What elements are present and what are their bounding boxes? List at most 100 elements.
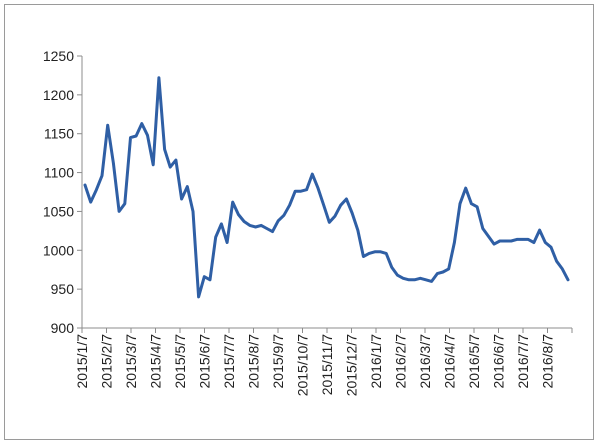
- x-tick-label: 2015/12/7: [344, 334, 360, 396]
- data-point: [345, 197, 348, 201]
- data-point: [163, 148, 166, 151]
- data-point: [492, 242, 496, 246]
- y-tick-label: 1000: [43, 242, 74, 258]
- data-point: [328, 221, 331, 224]
- data-point: [203, 275, 206, 278]
- data-point: [140, 122, 143, 125]
- data-point: [487, 235, 490, 238]
- x-tick-label: 2016/7/7: [515, 334, 531, 389]
- data-point: [544, 241, 547, 244]
- data-point: [504, 239, 507, 243]
- data-point: [208, 278, 212, 281]
- data-point: [402, 277, 405, 280]
- data-point: [436, 272, 439, 275]
- y-tick-label: 1250: [43, 48, 74, 64]
- x-tick-label: 2015/9/7: [270, 334, 286, 389]
- data-point: [260, 224, 263, 227]
- data-point: [237, 213, 240, 216]
- data-point: [174, 158, 178, 162]
- x-tick-label: 2015/8/7: [246, 334, 262, 389]
- data-point: [117, 210, 121, 213]
- data-point: [106, 124, 109, 127]
- data-point: [464, 186, 467, 190]
- x-tick-label: 2016/2/7: [393, 334, 409, 389]
- data-point: [498, 239, 501, 243]
- data-point: [419, 277, 422, 280]
- data-point: [242, 220, 246, 223]
- data-point: [316, 186, 320, 190]
- data-point: [134, 134, 138, 138]
- x-tick-label: 2015/4/7: [148, 334, 164, 389]
- data-point: [191, 210, 195, 213]
- data-point: [407, 278, 411, 281]
- y-tick-label: 900: [51, 320, 75, 336]
- data-point: [566, 278, 570, 281]
- y-tick-label: 950: [51, 281, 75, 297]
- data-point: [271, 230, 274, 233]
- data-point: [555, 260, 558, 263]
- data-point: [521, 238, 524, 241]
- y-tick-label: 1050: [43, 203, 74, 219]
- data-point: [311, 172, 314, 176]
- data-point: [277, 219, 280, 222]
- data-point: [532, 241, 536, 244]
- data-point: [265, 227, 268, 230]
- chart-frame: [4, 4, 594, 440]
- x-tick-label: 2015/3/7: [123, 334, 139, 389]
- data-point: [350, 211, 354, 215]
- data-point: [379, 250, 382, 253]
- data-point: [112, 162, 115, 165]
- data-point: [83, 183, 87, 187]
- data-point: [470, 202, 473, 205]
- x-tick-label: 2016/6/7: [491, 334, 507, 389]
- data-point: [197, 295, 200, 299]
- data-point: [180, 197, 183, 201]
- data-point: [362, 255, 365, 258]
- data-point: [186, 185, 189, 188]
- x-tick-label: 2016/3/7: [417, 334, 433, 389]
- y-tick-label: 1200: [43, 87, 74, 103]
- data-point: [390, 266, 393, 269]
- x-tick-label: 2016/8/7: [540, 334, 556, 389]
- data-point: [441, 270, 445, 274]
- data-point: [481, 227, 484, 230]
- data-point: [123, 202, 127, 205]
- data-point: [373, 250, 376, 253]
- x-tick-label: 2015/2/7: [99, 334, 115, 389]
- data-point: [282, 214, 286, 217]
- data-point: [129, 136, 132, 139]
- data-point: [322, 204, 325, 207]
- data-point: [396, 274, 399, 277]
- data-point: [510, 239, 513, 243]
- data-point: [152, 163, 155, 166]
- data-point: [100, 174, 104, 177]
- x-tick-label: 2015/7/7: [221, 334, 237, 389]
- data-point: [538, 228, 541, 232]
- data-point: [385, 252, 388, 255]
- data-point: [288, 204, 291, 207]
- y-tick-label: 1150: [44, 126, 74, 142]
- x-axis-ticks: 2015/1/7 2015/2/7 2015/3/7 2015/4/7 2015/5/7…: [74, 328, 573, 396]
- data-point: [231, 200, 234, 204]
- data-point: [254, 225, 257, 229]
- data-point: [299, 190, 303, 193]
- data-point: [367, 252, 371, 255]
- data-point: [146, 134, 149, 137]
- x-tick-label: 2016/5/7: [466, 334, 482, 389]
- y-axis-ticks: 900 950 1000 1050 1100 1150 1200 1250: [43, 48, 82, 336]
- data-point: [561, 267, 564, 271]
- data-point: [430, 280, 433, 283]
- data-point: [356, 228, 359, 232]
- x-tick-label: 2015/6/7: [197, 334, 213, 389]
- series-group: [83, 76, 570, 299]
- data-point: [447, 267, 450, 271]
- x-tick-label: 2015/1/7: [74, 334, 90, 389]
- data-point: [453, 241, 456, 244]
- data-point: [413, 278, 416, 281]
- data-point: [294, 190, 297, 193]
- data-point: [515, 238, 519, 241]
- data-point: [424, 278, 428, 281]
- x-tick-label: 2016/1/7: [368, 334, 384, 389]
- data-point: [214, 235, 217, 239]
